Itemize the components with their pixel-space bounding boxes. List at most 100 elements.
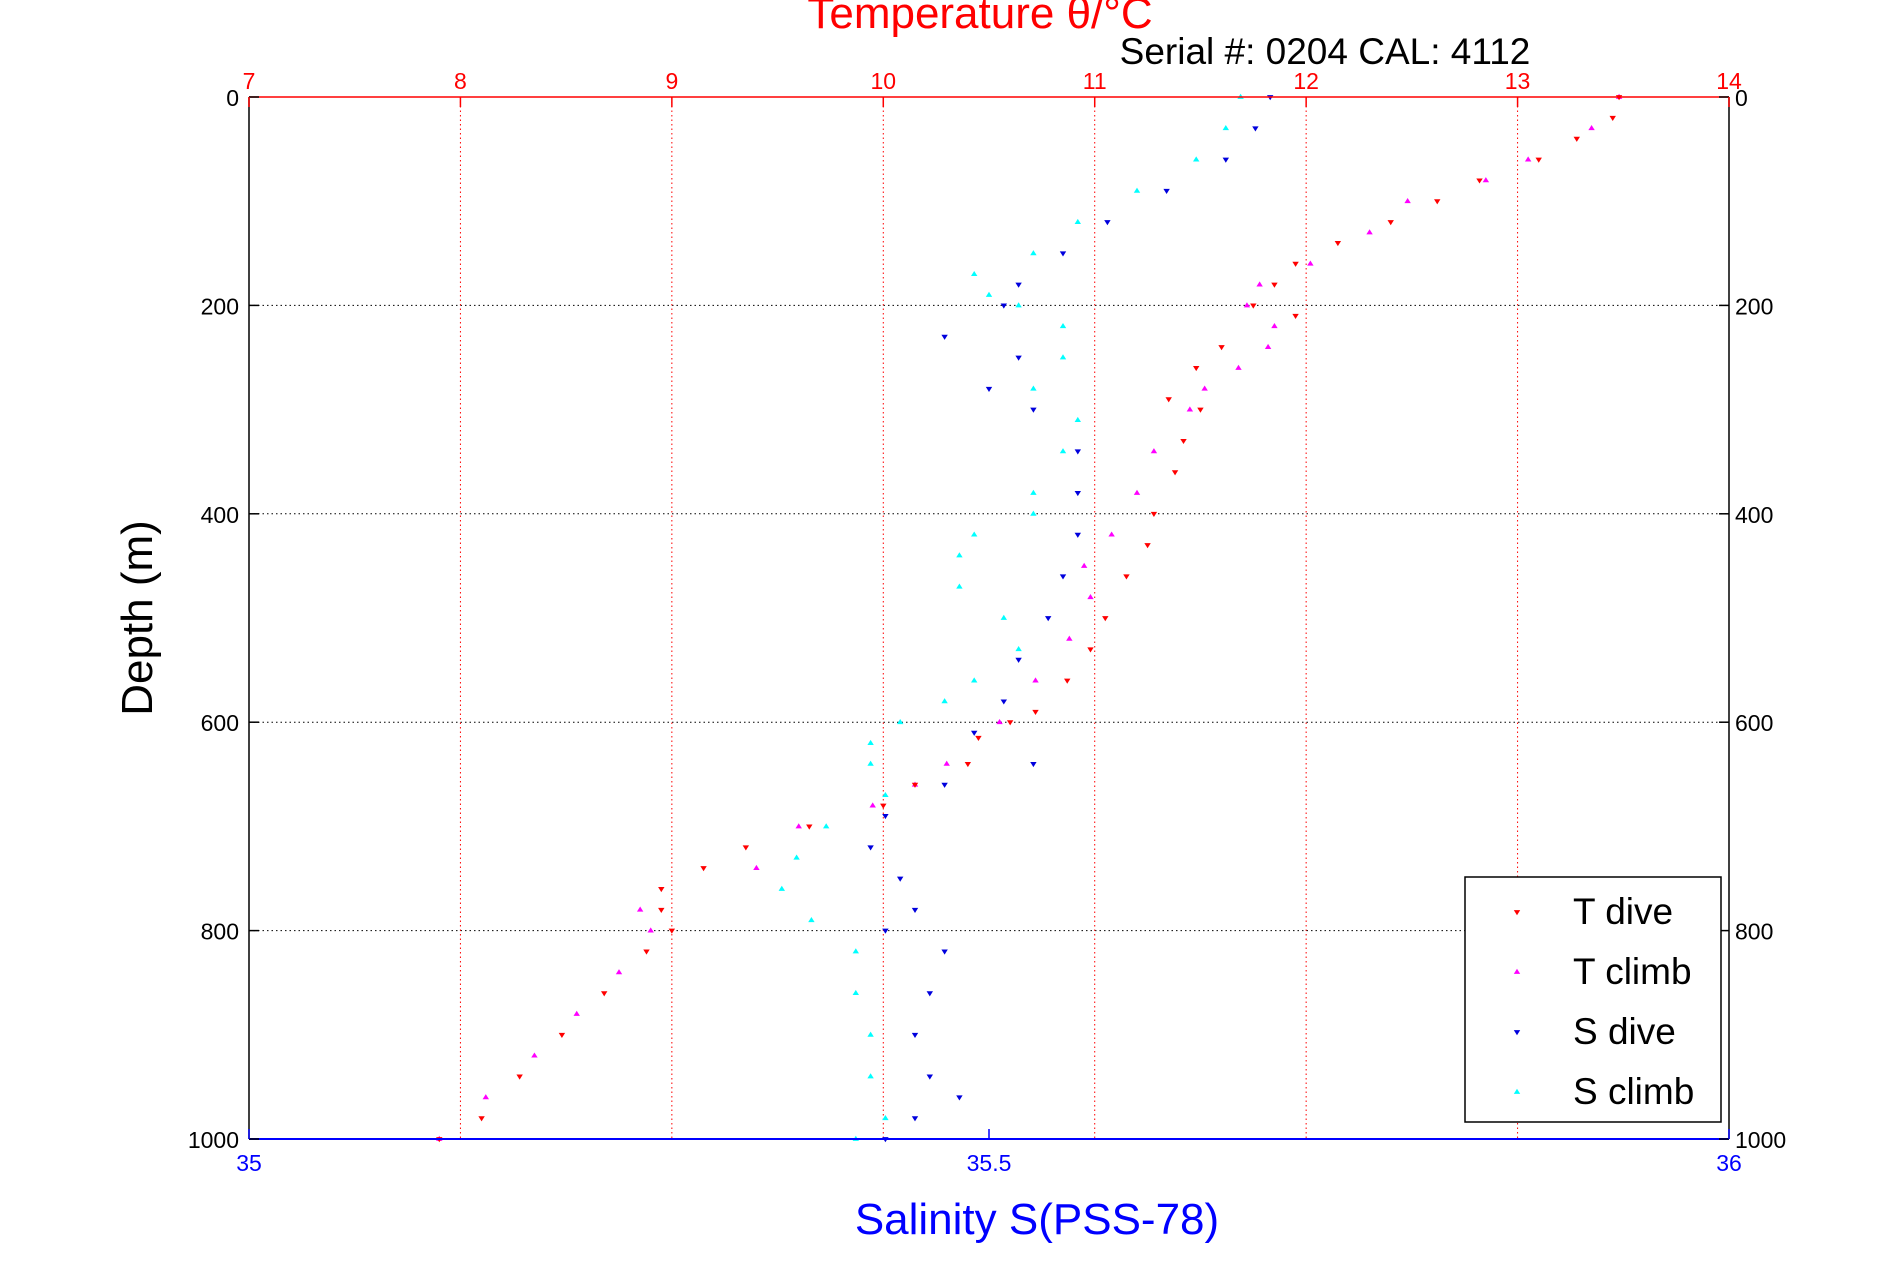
data-point bbox=[996, 719, 1003, 725]
data-point bbox=[867, 1031, 874, 1037]
data-point bbox=[1366, 229, 1373, 235]
data-point bbox=[1271, 282, 1278, 288]
data-point bbox=[793, 854, 800, 860]
data-point bbox=[911, 1116, 919, 1122]
depth-tick-label-left: 0 bbox=[226, 85, 239, 111]
data-point bbox=[1180, 438, 1187, 445]
data-point bbox=[1080, 562, 1088, 568]
data-point bbox=[867, 845, 874, 851]
data-point bbox=[1404, 198, 1411, 204]
data-point bbox=[1000, 699, 1007, 705]
data-point bbox=[941, 782, 948, 788]
depth-tick-label-right: 400 bbox=[1735, 502, 1773, 528]
data-point bbox=[1292, 261, 1299, 267]
data-point bbox=[478, 1116, 485, 1122]
temperature-tick-label: 11 bbox=[1083, 68, 1107, 94]
data-point bbox=[941, 334, 948, 340]
data-point bbox=[941, 698, 948, 704]
data-point bbox=[1059, 323, 1067, 329]
data-point bbox=[658, 907, 665, 913]
data-point bbox=[880, 803, 887, 809]
data-point bbox=[971, 270, 978, 277]
chart-subtitle: Serial #: 0204 CAL: 4112 bbox=[1120, 31, 1531, 72]
data-point bbox=[573, 1010, 580, 1016]
depth-tick-label-left: 600 bbox=[201, 710, 239, 736]
data-point bbox=[1059, 448, 1067, 454]
data-point bbox=[615, 969, 623, 975]
data-point bbox=[971, 531, 978, 537]
legend-label: S climb bbox=[1573, 1071, 1694, 1112]
chart-title: Temperature θ/°C bbox=[807, 0, 1152, 38]
data-point bbox=[1144, 543, 1151, 549]
data-point bbox=[658, 887, 665, 893]
data-point bbox=[1292, 313, 1299, 320]
data-point bbox=[1133, 187, 1141, 193]
data-point bbox=[926, 1074, 933, 1080]
data-point bbox=[867, 1073, 874, 1079]
temperature-tick-label: 8 bbox=[454, 68, 467, 94]
data-point bbox=[1271, 323, 1278, 329]
data-point bbox=[1108, 531, 1115, 537]
data-point bbox=[1000, 614, 1007, 620]
data-point bbox=[636, 906, 644, 912]
data-point bbox=[1074, 491, 1081, 497]
legend-label: T dive bbox=[1573, 891, 1673, 932]
data-point bbox=[1123, 574, 1130, 580]
data-point bbox=[823, 823, 830, 829]
data-point bbox=[1006, 720, 1014, 726]
data-point bbox=[1000, 303, 1007, 309]
data-point bbox=[1059, 574, 1067, 580]
y-axis-label: Depth (m) bbox=[113, 520, 162, 716]
data-point bbox=[1032, 709, 1039, 715]
axis-ticks: 0 0 200 200 400 400 600 600 800 800 1000 1000 7 8 9 10 1… bbox=[188, 68, 1786, 1176]
legend-marker bbox=[1513, 968, 1521, 974]
data-point bbox=[911, 782, 919, 788]
data-point bbox=[882, 1114, 889, 1121]
data-point bbox=[1015, 646, 1022, 652]
data-point bbox=[1015, 657, 1022, 663]
data-point bbox=[869, 802, 876, 808]
x-axis-label-salinity: Salinity S(PSS-78) bbox=[855, 1195, 1219, 1244]
legend-marker bbox=[1513, 1088, 1521, 1094]
data-point bbox=[1163, 188, 1170, 194]
data-point bbox=[1059, 251, 1067, 257]
data-point bbox=[1030, 510, 1037, 516]
data-point bbox=[1222, 125, 1229, 131]
depth-tick-label-right: 0 bbox=[1735, 85, 1748, 111]
series-t-dive bbox=[436, 95, 1623, 1143]
data-point bbox=[867, 760, 874, 766]
legend-box bbox=[1464, 876, 1722, 1123]
data-point bbox=[1235, 364, 1242, 370]
data-point bbox=[1133, 489, 1141, 495]
depth-tick-label-right: 1000 bbox=[1735, 1127, 1786, 1153]
temperature-tick-label: 12 bbox=[1293, 68, 1319, 94]
data-point bbox=[1150, 511, 1158, 517]
data-point bbox=[700, 866, 707, 872]
data-point bbox=[516, 1074, 523, 1080]
data-point bbox=[985, 386, 993, 392]
data-point bbox=[852, 948, 859, 954]
series-s-climb bbox=[778, 93, 1244, 1141]
data-point bbox=[882, 791, 889, 798]
data-point bbox=[1150, 448, 1158, 454]
data-point bbox=[975, 735, 982, 742]
data-point bbox=[531, 1052, 538, 1058]
data-point bbox=[1066, 635, 1073, 641]
data-point bbox=[742, 845, 750, 851]
data-point bbox=[1030, 250, 1037, 256]
legend-label: T climb bbox=[1573, 951, 1692, 992]
data-point bbox=[1074, 449, 1081, 455]
data-point bbox=[911, 1032, 919, 1038]
data-point bbox=[897, 719, 904, 725]
data-point bbox=[971, 730, 978, 736]
data-point bbox=[956, 1095, 963, 1101]
data-point bbox=[1087, 593, 1094, 600]
data-point bbox=[1264, 343, 1272, 349]
data-point bbox=[1588, 125, 1595, 131]
data-point bbox=[1535, 157, 1542, 163]
salinity-tick-label: 35.5 bbox=[967, 1150, 1012, 1176]
data-point bbox=[1434, 199, 1441, 205]
data-point bbox=[1015, 282, 1022, 288]
data-point bbox=[1524, 156, 1532, 162]
data-point bbox=[795, 823, 802, 829]
